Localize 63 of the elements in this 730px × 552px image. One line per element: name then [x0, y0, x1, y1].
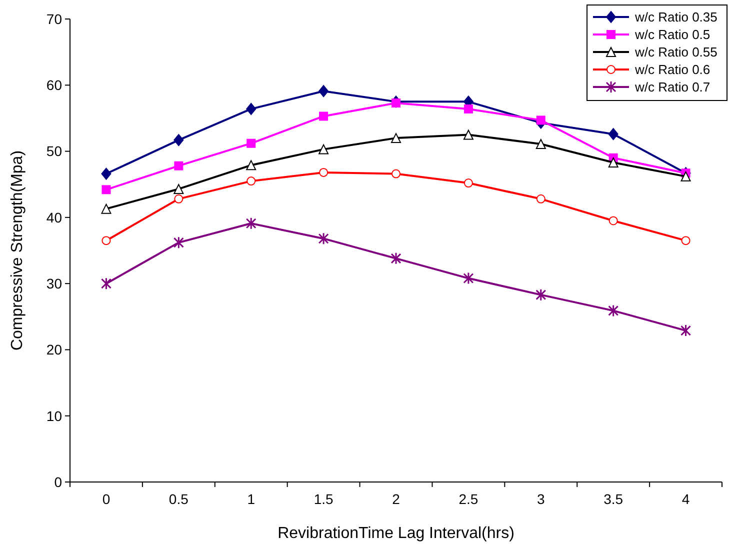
point — [608, 128, 618, 140]
legend-label: w/c Ratio 0.55 — [634, 44, 718, 60]
point — [536, 116, 546, 125]
x-tick-label: 2 — [392, 491, 400, 507]
y-tick-label: 10 — [46, 408, 62, 424]
point — [463, 272, 474, 285]
y-tick-label: 0 — [54, 474, 62, 490]
x-tick-label: 3 — [536, 491, 545, 507]
y-tick-label: 20 — [46, 342, 62, 358]
legend-label: w/c Ratio 0.7 — [634, 80, 710, 95]
point — [318, 85, 329, 98]
x-tick-label: 1 — [247, 491, 256, 507]
point — [464, 104, 473, 114]
point — [464, 178, 473, 188]
point — [608, 216, 618, 226]
y-tick-label: 40 — [46, 209, 62, 226]
y-tick-label: 30 — [46, 275, 62, 292]
point — [536, 288, 546, 302]
point — [101, 204, 112, 214]
point — [680, 171, 691, 182]
y-tick-label: 70 — [46, 10, 62, 27]
point — [608, 158, 618, 168]
point — [174, 194, 184, 204]
point — [102, 185, 111, 194]
point — [608, 304, 619, 317]
legend-label: w/c Ratio 0.5 — [634, 27, 710, 42]
point — [318, 232, 329, 245]
point — [174, 134, 184, 146]
x-tick-label: 2.5 — [458, 491, 478, 507]
point — [174, 184, 184, 194]
x-tick-label: 4 — [682, 491, 690, 507]
point — [246, 176, 256, 186]
point — [174, 161, 184, 170]
y-tick-label: 50 — [46, 143, 62, 160]
point — [101, 168, 112, 180]
point — [319, 112, 328, 121]
y-tick-label: 60 — [46, 77, 62, 94]
point — [681, 236, 690, 246]
point — [463, 130, 474, 140]
point — [102, 236, 111, 246]
point — [246, 160, 256, 170]
x-tick-label: 0.5 — [168, 491, 189, 507]
y-axis-title: Compressive Strength(Mpa) — [9, 150, 26, 351]
legend-label: w/c Ratio 0.35 — [634, 10, 718, 25]
point — [536, 139, 546, 150]
point — [390, 252, 402, 265]
point — [392, 98, 400, 108]
point — [246, 138, 256, 148]
x-tick-label: 3.5 — [604, 491, 624, 507]
point — [318, 144, 329, 154]
legend-label: w/c Ratio 0.6 — [634, 62, 710, 78]
x-tick-label: 0 — [102, 491, 110, 507]
point — [246, 102, 256, 115]
point — [100, 277, 112, 290]
point — [173, 236, 184, 249]
point — [680, 324, 692, 337]
point — [536, 194, 546, 204]
point — [392, 169, 400, 178]
point — [246, 217, 256, 230]
point — [391, 133, 401, 144]
x-tick-label: 1.5 — [314, 491, 334, 507]
x-axis-title: RevibrationTime Lag Interval(hrs) — [278, 525, 514, 542]
point — [319, 168, 328, 177]
